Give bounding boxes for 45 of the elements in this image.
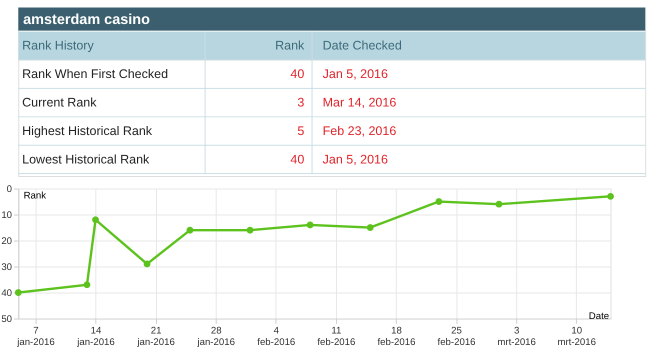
text: Rank When First Checked: [22, 67, 168, 82]
x-tick-label: 10 mrt-2016: [557, 325, 596, 348]
text: 40: [290, 67, 304, 82]
text: 3: [297, 95, 304, 110]
point: [144, 260, 150, 268]
x-tick-label: 25 feb-2016: [438, 325, 476, 348]
x-tick-label: 21 jan-2016: [136, 325, 175, 348]
y-tick-label: 50: [1, 314, 12, 325]
point: [306, 222, 314, 228]
point: [92, 216, 99, 224]
point: [246, 226, 254, 234]
text: Highest Historical Rank: [22, 124, 153, 138]
y-tick-label: 20: [1, 236, 12, 247]
text: Lowest Historical Rank: [22, 152, 150, 166]
x-tick-label: 14 jan-2016: [76, 325, 115, 348]
text: Current Rank: [22, 95, 98, 110]
x-tick-label: 11 feb-2016: [317, 325, 356, 348]
text: Jan 5, 2016: [322, 152, 388, 166]
text: Date Checked: [322, 38, 402, 53]
text: 5: [297, 124, 304, 138]
x-tick-label: 28 jan-2016: [196, 325, 235, 348]
text: Mar 14, 2016: [322, 95, 396, 110]
y-tick-label: 30: [1, 262, 12, 273]
x-tick-label: 3 mrt-2016: [497, 325, 536, 348]
x-tick-label: 4 feb-2016: [257, 325, 296, 348]
y-tick-label: 0: [6, 184, 12, 195]
text: Feb 23, 2016: [322, 124, 396, 138]
x-tick-label: 7 jan-2016: [16, 325, 55, 348]
text: 40: [290, 152, 304, 166]
point: [607, 192, 614, 200]
point: [435, 198, 442, 205]
text: Jan 5, 2016: [322, 67, 388, 82]
chart-title: amsterdam casino: [23, 12, 150, 28]
text: Rank: [275, 38, 306, 53]
point: [84, 281, 90, 288]
x-tick-label: 18 feb-2016: [377, 325, 416, 348]
point: [366, 224, 374, 231]
point: [186, 226, 194, 234]
x-axis-title: Date: [588, 311, 610, 322]
y-tick-label: 40: [1, 288, 12, 299]
y-axis-title: Rank: [24, 190, 46, 202]
text: Rank History: [22, 38, 94, 53]
point: [14, 289, 22, 296]
point: [496, 200, 502, 208]
y-tick-label: 10: [1, 210, 12, 221]
